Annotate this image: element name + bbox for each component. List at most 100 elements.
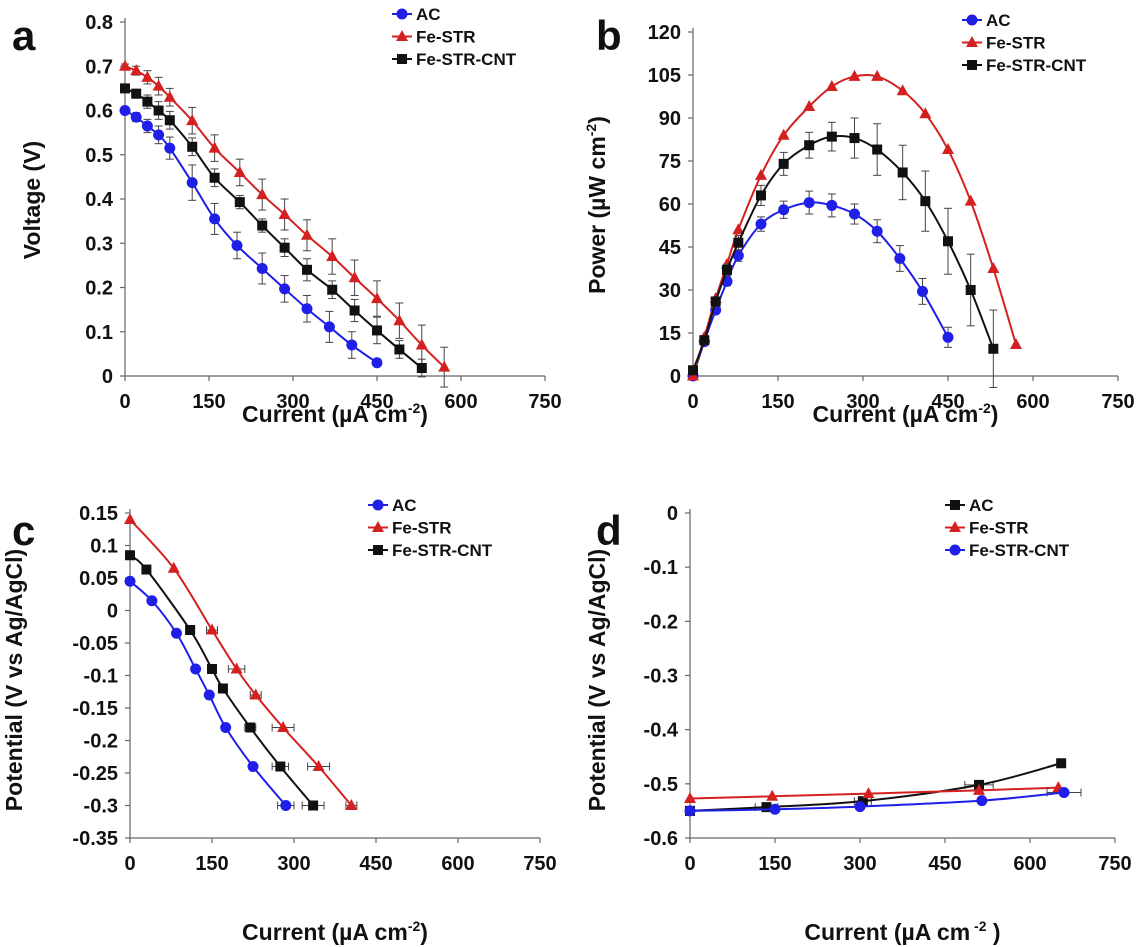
data-point bbox=[976, 795, 988, 807]
y-tick-label: -0.15 bbox=[72, 698, 118, 720]
data-point bbox=[684, 791, 696, 803]
data-point bbox=[208, 141, 221, 153]
data-point bbox=[301, 303, 313, 315]
data-point bbox=[965, 285, 976, 295]
data-point bbox=[233, 165, 246, 177]
series-line bbox=[692, 201, 949, 377]
data-point bbox=[312, 760, 325, 771]
data-point bbox=[857, 796, 868, 807]
data-point bbox=[438, 360, 451, 372]
data-point bbox=[245, 722, 256, 733]
data-point bbox=[146, 595, 158, 607]
x-axis-label: Current (µA cm -2 ) bbox=[804, 918, 1000, 945]
legend-marker bbox=[397, 54, 407, 64]
y-tick-label: 0 bbox=[107, 601, 118, 623]
x-axis-label-part: ) bbox=[991, 401, 999, 427]
data-point bbox=[755, 218, 767, 230]
series-Fe-STR-CNT bbox=[688, 117, 999, 388]
legend-label: AC bbox=[392, 496, 417, 515]
series-line bbox=[689, 786, 1059, 800]
data-point bbox=[247, 761, 259, 772]
x-tick-label: 450 bbox=[928, 853, 961, 875]
y-tick-label: 120 bbox=[648, 22, 681, 44]
x-axis-label-part: Current (µA cm bbox=[242, 919, 408, 945]
y-tick-label: 90 bbox=[659, 108, 681, 130]
series-AC bbox=[119, 105, 383, 369]
series-AC bbox=[687, 190, 954, 382]
series-AC bbox=[685, 758, 1067, 816]
y-tick-label: 0.8 bbox=[85, 12, 113, 34]
data-point bbox=[230, 662, 243, 674]
legend-entry: Fe-STR-CNT bbox=[945, 541, 1070, 560]
series-line bbox=[129, 554, 314, 807]
data-point bbox=[769, 803, 781, 815]
series-Fe-STR-CNT bbox=[120, 83, 427, 378]
data-point bbox=[308, 800, 319, 811]
data-point bbox=[849, 133, 860, 144]
series-line bbox=[124, 87, 423, 369]
x-axis-label: Current (µA cm-2) bbox=[242, 918, 428, 945]
x-tick-label: 150 bbox=[192, 391, 225, 413]
data-point bbox=[164, 115, 175, 126]
data-point bbox=[302, 264, 312, 275]
data-point bbox=[778, 158, 789, 169]
x-axis-label-superscript: -2 bbox=[970, 918, 987, 934]
y-tick-label: 30 bbox=[659, 280, 681, 302]
data-point bbox=[920, 196, 931, 207]
data-point bbox=[278, 207, 291, 219]
x-tick-label: 600 bbox=[444, 391, 477, 413]
x-tick-label: 300 bbox=[276, 391, 309, 413]
legend-entry: Fe-STR bbox=[945, 519, 1029, 538]
y-axis-label: Voltage (V) bbox=[19, 141, 45, 259]
y-tick-label: 0.1 bbox=[90, 536, 118, 558]
x-tick-label: 750 bbox=[528, 391, 561, 413]
y-tick-label: -0.35 bbox=[72, 828, 118, 850]
data-point bbox=[684, 805, 696, 817]
data-point bbox=[257, 220, 268, 231]
data-point bbox=[849, 208, 860, 220]
data-point bbox=[416, 363, 427, 374]
data-point bbox=[301, 228, 313, 240]
data-point bbox=[220, 722, 232, 733]
y-tick-label: -0.1 bbox=[84, 666, 118, 688]
data-point bbox=[163, 90, 176, 102]
y-axis-label-part: Potential (V vs Ag/AgCl) bbox=[584, 549, 610, 811]
data-point bbox=[1058, 787, 1070, 798]
legend-entry: Fe-STR bbox=[962, 34, 1046, 53]
data-point bbox=[326, 250, 339, 262]
x-tick-label: 0 bbox=[124, 853, 135, 875]
panel-letter: b bbox=[596, 12, 622, 59]
legend-marker bbox=[949, 521, 961, 532]
data-point bbox=[394, 344, 405, 355]
data-point bbox=[871, 225, 883, 237]
data-point bbox=[803, 100, 816, 112]
series-line bbox=[692, 134, 995, 371]
x-tick-label: 600 bbox=[1016, 391, 1049, 413]
data-point bbox=[141, 564, 152, 575]
y-tick-label: -0.2 bbox=[84, 731, 118, 753]
legend-marker bbox=[396, 8, 408, 20]
legend-entry: Fe-STR-CNT bbox=[392, 50, 517, 69]
y-tick-label: -0.4 bbox=[644, 720, 679, 742]
x-tick-label: 150 bbox=[761, 391, 794, 413]
data-point bbox=[804, 140, 815, 151]
data-point bbox=[187, 141, 198, 152]
legend-marker bbox=[372, 521, 384, 532]
x-tick-label: 300 bbox=[846, 391, 879, 413]
data-point bbox=[256, 262, 268, 274]
data-point bbox=[206, 623, 218, 635]
data-point bbox=[249, 688, 262, 700]
data-point bbox=[943, 236, 953, 247]
y-axis-label-part: Power (µW cm bbox=[584, 136, 610, 294]
data-point bbox=[761, 802, 772, 813]
series-Fe-STR-CNT bbox=[125, 550, 325, 811]
x-tick-label: 300 bbox=[277, 853, 310, 875]
data-point bbox=[987, 262, 1000, 273]
x-axis-label-part: Current (µA cm bbox=[242, 401, 408, 427]
data-point bbox=[732, 250, 744, 262]
x-tick-label: 750 bbox=[523, 853, 556, 875]
series-Fe-STR bbox=[119, 59, 451, 388]
data-point bbox=[217, 683, 228, 694]
data-point bbox=[277, 721, 290, 732]
legend-label: Fe-STR-CNT bbox=[986, 56, 1087, 75]
